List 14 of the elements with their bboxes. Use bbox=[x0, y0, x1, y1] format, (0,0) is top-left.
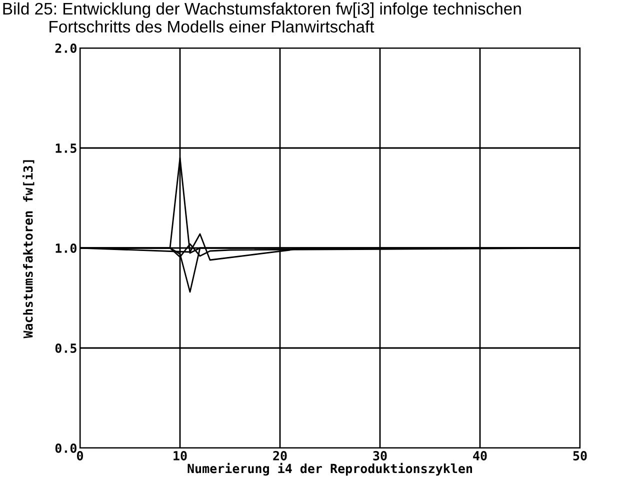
x-tick-label: 40 bbox=[473, 451, 487, 460]
x-axis-title: Numerierung i4 der Reproduktionszyklen bbox=[188, 462, 472, 476]
y-tick-label: 0.0 bbox=[55, 443, 76, 453]
x-tick-label: 0 bbox=[76, 451, 84, 460]
x-tick-label: 50 bbox=[573, 451, 587, 460]
y-tick-label: 0.5 bbox=[55, 343, 76, 353]
x-tick-label: 10 bbox=[174, 451, 187, 460]
y-tick-label: 1.0 bbox=[56, 243, 76, 253]
chart-title: Bild 25: Entwicklung der Wachstumsfaktoren fw[i3] infolge technischen Fortschritts des Modells einer Planwirtschaft bbox=[3, 2, 521, 33]
y-axis-title: Wachstumsfaktoren fw[i3] bbox=[22, 160, 34, 338]
x-tick-label: 20 bbox=[273, 451, 287, 460]
y-tick-label: 2.0 bbox=[55, 43, 76, 53]
y-tick-label: 1.5 bbox=[56, 144, 76, 153]
x-tick-label: 30 bbox=[373, 451, 387, 460]
